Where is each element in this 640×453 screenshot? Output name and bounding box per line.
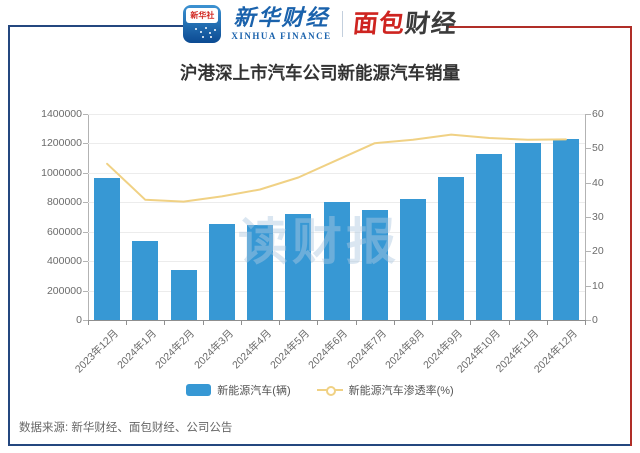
x-axis-label: 2024年4月 bbox=[229, 327, 274, 372]
legend-item-nev-sales[interactable]: 新能源汽车(辆) bbox=[186, 382, 291, 398]
frame-line-top-left bbox=[8, 25, 196, 27]
y-axis-tick-left bbox=[83, 114, 88, 115]
legend-label-penetration-rate: 新能源汽车渗透率(%) bbox=[348, 385, 454, 397]
watermark: 读财报 bbox=[238, 214, 400, 270]
xinhua-finance-logo-cn: 新华财经 bbox=[233, 5, 330, 30]
x-axis-tick bbox=[240, 321, 242, 325]
y-axis-tick-left bbox=[83, 231, 88, 233]
x-axis-label: 2024年1月 bbox=[115, 327, 160, 372]
y-axis-tick-left bbox=[83, 202, 88, 204]
y-axis-tick-label-left: 400000 bbox=[46, 255, 82, 268]
y-axis-tick-label-right: 60 bbox=[592, 108, 604, 120]
x-axis-tick bbox=[202, 321, 204, 325]
bar[interactable] bbox=[323, 202, 350, 320]
bar-series-swatch bbox=[186, 384, 212, 396]
x-axis-tick bbox=[317, 321, 319, 325]
y-axis-tick-right bbox=[586, 285, 591, 287]
bar[interactable] bbox=[170, 269, 197, 320]
y-axis-tick-left bbox=[83, 261, 88, 263]
xinhua-finance-logo: 新华财经 XINHUA FINANCE bbox=[231, 7, 331, 41]
x-axis-tick bbox=[164, 321, 166, 325]
y-axis-tick-label-left: 1000000 bbox=[41, 166, 82, 179]
x-axis-label: 2023年12月 bbox=[72, 327, 122, 376]
frame-line-top-right bbox=[446, 26, 632, 28]
bar[interactable] bbox=[476, 153, 503, 320]
x-axis-tick bbox=[393, 321, 395, 325]
x-axis-tick bbox=[432, 321, 434, 325]
y-axis-tick-label-right: 0 bbox=[592, 314, 598, 326]
y-axis-tick-right bbox=[586, 182, 591, 184]
bar[interactable] bbox=[514, 142, 541, 320]
header: 新华社 新华财经 XINHUA FINANCE 面包财经 bbox=[0, 5, 640, 43]
bar[interactable] bbox=[361, 210, 388, 320]
grid-line bbox=[88, 114, 585, 115]
legend-item-penetration-rate[interactable]: 新能源汽车渗透率(%) bbox=[316, 382, 454, 398]
y-axis-tick-label-right: 30 bbox=[592, 211, 604, 223]
y-axis-tick-label-left: 1200000 bbox=[41, 137, 82, 150]
line-series-marker-icon bbox=[316, 385, 343, 396]
y-axis-tick-label-left: 1400000 bbox=[41, 108, 82, 120]
xinhua-news-app-stars bbox=[186, 23, 218, 39]
y-axis-tick-right bbox=[586, 114, 591, 115]
y-axis-right bbox=[585, 114, 586, 320]
y-axis-tick-label-right: 20 bbox=[592, 245, 604, 258]
logo-separator bbox=[341, 11, 343, 37]
x-axis-tick bbox=[279, 321, 281, 325]
y-axis-tick-label-left: 800000 bbox=[46, 196, 82, 209]
chart-title: 沪港深上市汽车公司新能源汽车销量 bbox=[180, 63, 460, 83]
bar[interactable] bbox=[285, 214, 312, 320]
legend-label-nev-sales: 新能源汽车(辆) bbox=[217, 385, 291, 397]
bar[interactable] bbox=[94, 178, 121, 320]
y-axis-tick-right bbox=[586, 217, 591, 218]
y-axis-left bbox=[88, 114, 89, 320]
y-axis-tick-left bbox=[83, 320, 88, 321]
x-axis-tick bbox=[508, 321, 510, 325]
x-axis-label: 2024年3月 bbox=[191, 327, 236, 372]
y-axis-tick-left bbox=[83, 143, 88, 145]
frame-line-bottom bbox=[8, 444, 632, 446]
grid-line bbox=[88, 172, 585, 174]
x-axis-label: 2024年6月 bbox=[306, 327, 351, 372]
legend: 新能源汽车(辆) 新能源汽车渗透率(%) bbox=[0, 382, 640, 398]
bar[interactable] bbox=[438, 176, 465, 320]
y-axis-tick-label-left: 600000 bbox=[46, 225, 82, 238]
y-axis-tick-label-left: 0 bbox=[76, 314, 82, 326]
bar[interactable] bbox=[132, 240, 159, 320]
x-axis-tick bbox=[88, 321, 89, 325]
y-axis-tick-right bbox=[586, 148, 591, 150]
x-axis-tick bbox=[126, 321, 128, 325]
y-axis-tick-label-right: 50 bbox=[592, 142, 604, 155]
y-axis-tick-label-right: 10 bbox=[592, 279, 604, 292]
y-axis-tick-left bbox=[83, 290, 88, 292]
data-source-note: 数据来源: 新华财经、面包财经、公司公告 bbox=[19, 422, 233, 434]
frame-line-right bbox=[630, 26, 632, 446]
xinhua-finance-logo-en: XINHUA FINANCE bbox=[231, 31, 332, 41]
bar[interactable] bbox=[247, 225, 274, 320]
x-axis-label: 2024年2月 bbox=[153, 327, 198, 372]
x-axis-label: 2024年8月 bbox=[382, 327, 427, 372]
y-axis-tick-left bbox=[83, 172, 88, 174]
xinhua-news-app-label: 新华社 bbox=[186, 8, 219, 23]
grid-line bbox=[88, 143, 585, 145]
frame-line-left bbox=[8, 25, 10, 446]
x-axis-tick bbox=[355, 321, 357, 325]
x-axis-tick bbox=[546, 321, 548, 325]
x-axis-label: 2024年5月 bbox=[268, 327, 313, 372]
y-axis-tick-right bbox=[586, 251, 591, 253]
x-axis-tick bbox=[470, 321, 472, 325]
y-axis-tick-right bbox=[586, 320, 591, 321]
x-axis-tick bbox=[585, 321, 586, 325]
bar[interactable] bbox=[552, 139, 579, 320]
x-axis-label: 2024年7月 bbox=[344, 327, 389, 372]
y-axis-tick-label-right: 40 bbox=[592, 176, 604, 189]
x-axis bbox=[88, 320, 586, 321]
xinhua-news-app-icon: 新华社 bbox=[183, 5, 222, 43]
y-axis-tick-label-left: 200000 bbox=[46, 284, 82, 297]
bar[interactable] bbox=[208, 223, 235, 320]
bar[interactable] bbox=[399, 199, 426, 320]
